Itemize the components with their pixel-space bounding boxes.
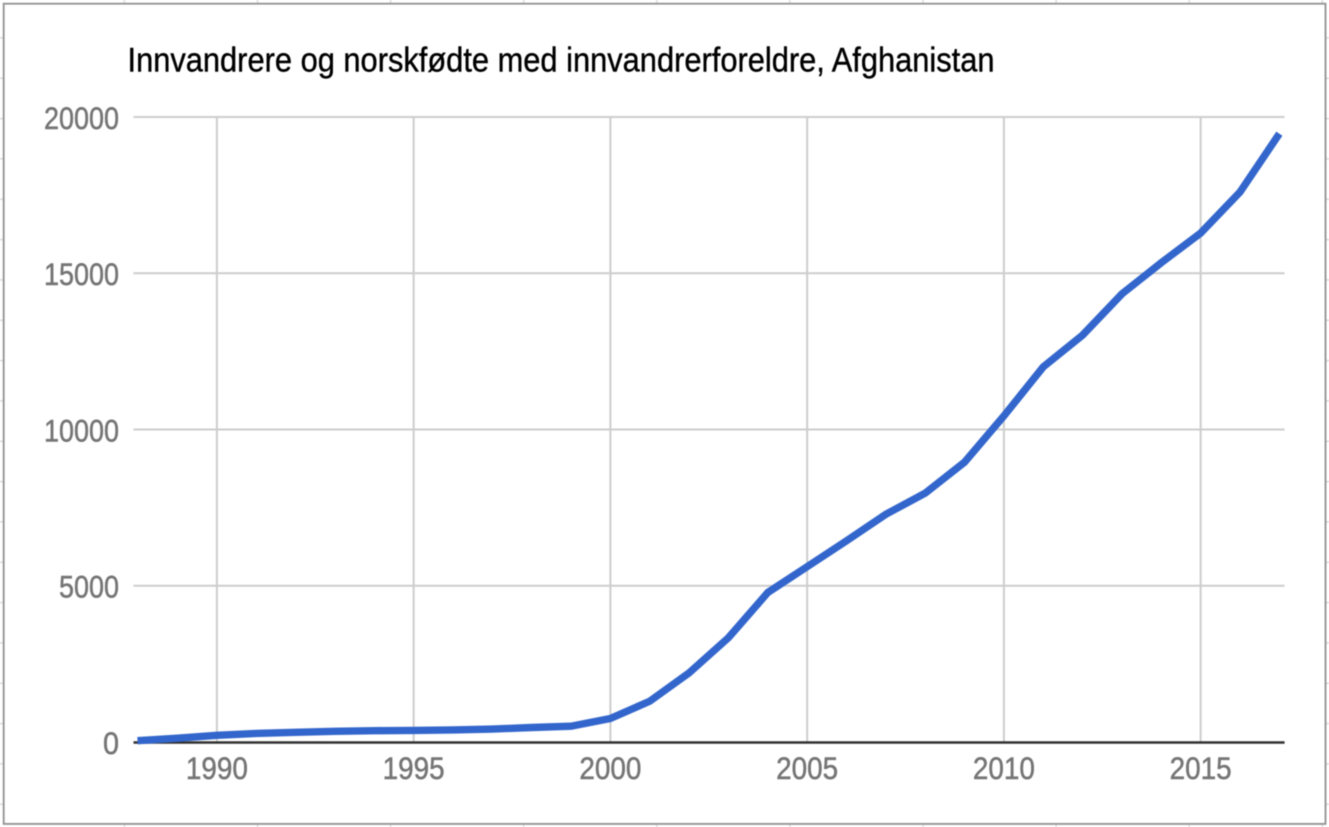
svg-text:2015: 2015 — [1170, 750, 1232, 786]
svg-text:1995: 1995 — [383, 750, 445, 786]
svg-text:15000: 15000 — [44, 256, 119, 292]
svg-text:2000: 2000 — [579, 750, 641, 786]
svg-text:Innvandrere og norskfødte med: Innvandrere og norskfødte med innvandrer… — [128, 41, 995, 79]
svg-text:5000: 5000 — [59, 569, 119, 605]
svg-text:2010: 2010 — [973, 750, 1035, 786]
svg-text:10000: 10000 — [44, 412, 119, 448]
svg-text:20000: 20000 — [44, 100, 119, 136]
svg-text:2005: 2005 — [776, 750, 838, 786]
svg-text:0: 0 — [103, 725, 119, 761]
svg-text:1990: 1990 — [186, 750, 248, 786]
